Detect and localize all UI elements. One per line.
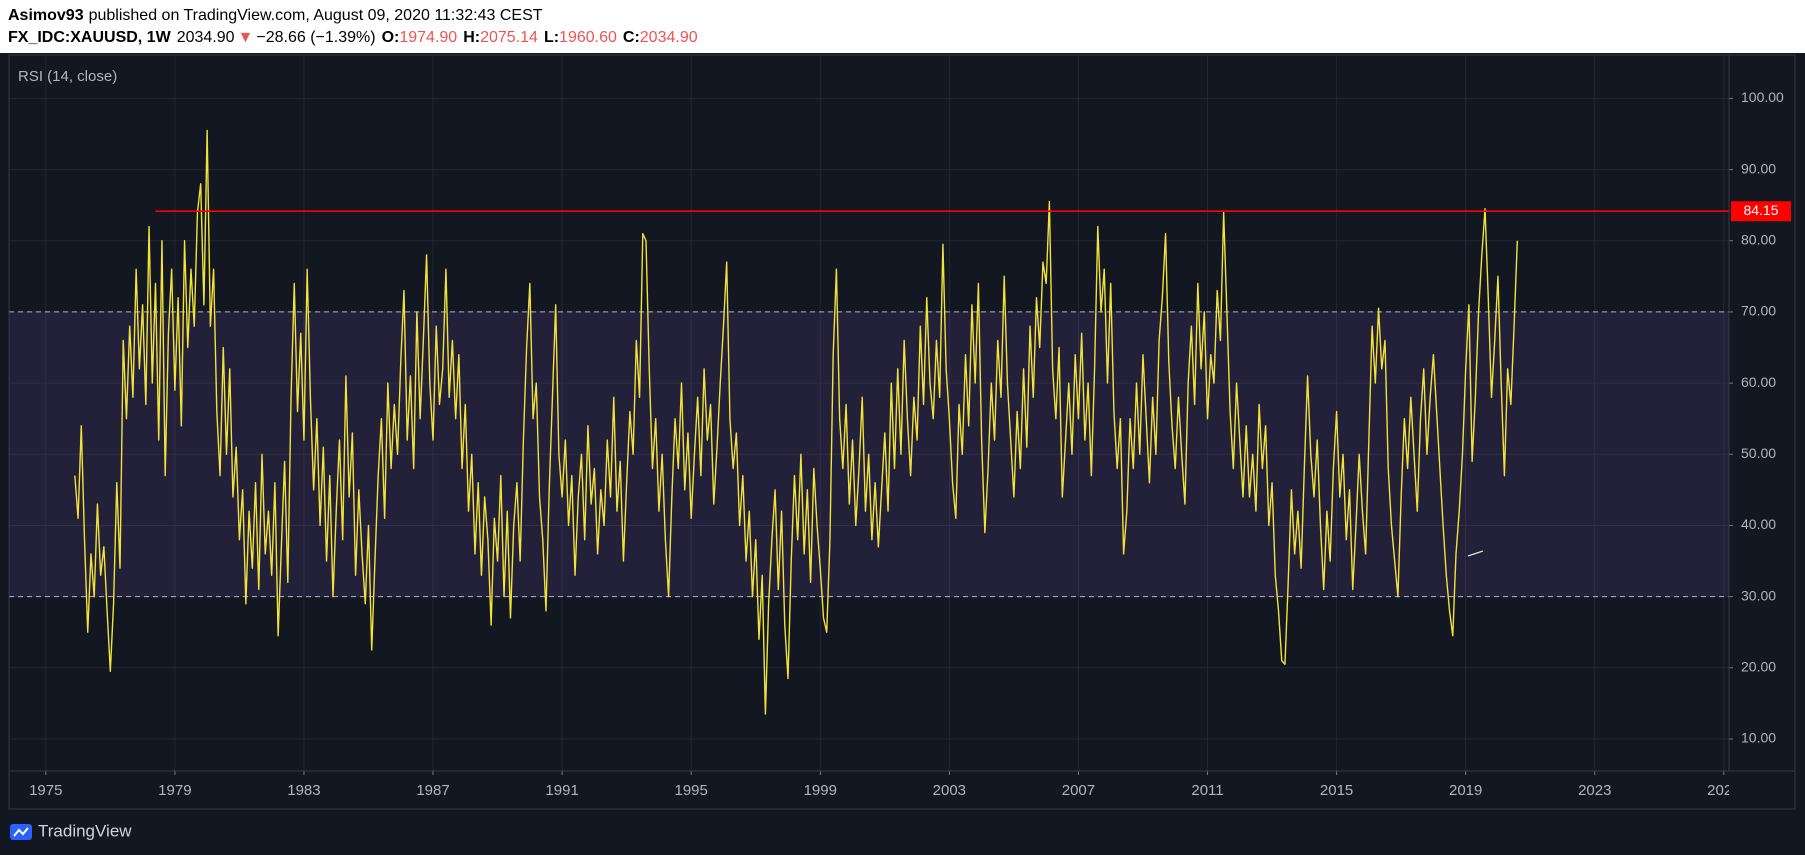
high-label: H: bbox=[463, 29, 480, 46]
x-tick-label: 2027 bbox=[1707, 782, 1740, 799]
resistance-label-bg bbox=[1731, 201, 1791, 222]
footer-logo: TradingView bbox=[10, 821, 132, 840]
x-tick-label: 2023 bbox=[1578, 782, 1611, 799]
change: −28.66 (−1.39%) bbox=[256, 29, 375, 46]
x-tick-label: 1979 bbox=[158, 782, 191, 799]
symbol: FX_IDC:XAUUSD, 1W bbox=[8, 29, 172, 46]
brand: TradingView bbox=[38, 821, 132, 840]
y-tick-label: 70.00 bbox=[1741, 303, 1776, 319]
time-axis-border bbox=[8, 770, 1796, 810]
axes: 1975 1979 1983 1987 1991 1995 1999 2003 2007 2011… bbox=[29, 89, 1791, 799]
low-label: L: bbox=[544, 29, 559, 46]
x-tick-label: 2015 bbox=[1320, 782, 1353, 799]
y-tick-label: 50.00 bbox=[1741, 445, 1776, 461]
y-tick-label: 40.00 bbox=[1741, 516, 1776, 532]
legend: RSI (14, close) bbox=[18, 68, 117, 85]
high: 2075.14 bbox=[480, 29, 538, 46]
x-tick-label: 1995 bbox=[675, 782, 708, 799]
open-label: O: bbox=[382, 29, 400, 46]
last: 2034.90 bbox=[177, 29, 235, 46]
close-label: C: bbox=[623, 29, 640, 46]
arrow: ▼ bbox=[238, 29, 254, 46]
low: 1960.60 bbox=[559, 29, 617, 46]
x-tick-label: 2007 bbox=[1062, 782, 1095, 799]
y-tick-label: 100.00 bbox=[1741, 89, 1784, 105]
x-tick-label: 2011 bbox=[1191, 782, 1223, 799]
x-tick-label: 1991 bbox=[545, 782, 578, 799]
plot bbox=[74, 129, 1729, 715]
y-tick-label: 80.00 bbox=[1741, 231, 1776, 247]
x-tick-label: 2003 bbox=[933, 782, 966, 799]
y-tick-label: 90.00 bbox=[1741, 160, 1776, 176]
drawing-segment bbox=[1467, 550, 1484, 557]
symbol-line: FX_IDC:XAUUSD, 1W 2034.90 ▼ −28.66 (−1.39%)… bbox=[8, 29, 698, 46]
price-axis-border bbox=[1728, 54, 1796, 772]
header-background bbox=[0, 0, 1805, 53]
x-tick-label: 2019 bbox=[1449, 782, 1482, 799]
rsi-line bbox=[74, 129, 1519, 715]
x-tick-label: 1975 bbox=[29, 782, 62, 799]
x-tick-label: 1987 bbox=[416, 782, 449, 799]
y-tick-label: 60.00 bbox=[1741, 374, 1776, 390]
y-tick-label: 20.00 bbox=[1741, 659, 1776, 675]
author: Asimov93 bbox=[8, 7, 84, 24]
published: published on TradingView.com, August 09,… bbox=[89, 7, 543, 24]
x-tick-label: 1983 bbox=[287, 782, 320, 799]
open: 1974.90 bbox=[399, 29, 457, 46]
y-tick-label: 10.00 bbox=[1741, 730, 1776, 746]
logo-glyph bbox=[13, 827, 29, 837]
resistance-label: 84.15 bbox=[1743, 202, 1778, 218]
y-tick-label: 30.00 bbox=[1741, 587, 1776, 603]
publish-line: Asimov93 published on TradingView.com, Au… bbox=[8, 7, 543, 24]
x-tick-label: 1999 bbox=[804, 782, 837, 799]
close: 2034.90 bbox=[640, 29, 698, 46]
x-tick-labels: 1975 1979 1983 1987 1991 1995 1999 2003 2007 2011… bbox=[29, 782, 1740, 799]
